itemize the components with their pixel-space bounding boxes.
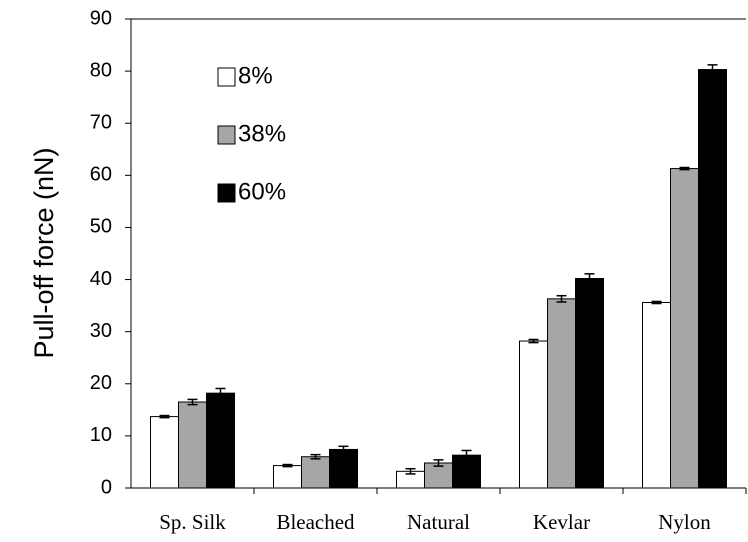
legend-swatch	[217, 125, 236, 145]
bar	[642, 301, 671, 489]
bar	[273, 465, 302, 489]
x-tick-label: Natural	[407, 510, 470, 534]
legend-swatch	[217, 67, 236, 87]
bar	[178, 401, 207, 489]
bar	[301, 456, 330, 489]
legend-label: 60%	[238, 178, 286, 205]
y-tick-label: 20	[90, 372, 112, 394]
y-tick-label: 60	[90, 164, 112, 186]
y-tick-label: 0	[101, 476, 112, 498]
x-tick-label: Nylon	[658, 510, 711, 534]
legend-label: 38%	[238, 120, 286, 147]
bar	[575, 278, 604, 489]
x-tick-label: Bleached	[276, 510, 355, 534]
y-tick-label: 10	[90, 424, 112, 446]
bar	[698, 69, 727, 489]
bar	[329, 448, 358, 489]
bar	[547, 298, 576, 489]
x-tick-label: Kevlar	[533, 510, 590, 534]
bar	[206, 392, 235, 489]
y-tick-label: 90	[90, 7, 112, 29]
bar	[452, 454, 481, 489]
y-tick-label: 70	[90, 112, 112, 134]
y-axis-label: Pull-off force (nN)	[29, 147, 59, 358]
bar	[519, 340, 548, 489]
x-tick-label: Sp. Silk	[159, 510, 226, 534]
legend-swatch	[217, 183, 236, 203]
legend-label: 8%	[238, 62, 273, 89]
y-tick-label: 80	[90, 59, 112, 81]
y-tick-label: 50	[90, 216, 112, 238]
y-tick-label: 40	[90, 268, 112, 290]
y-tick-label: 30	[90, 320, 112, 342]
bar	[150, 416, 179, 489]
bar	[670, 168, 699, 489]
